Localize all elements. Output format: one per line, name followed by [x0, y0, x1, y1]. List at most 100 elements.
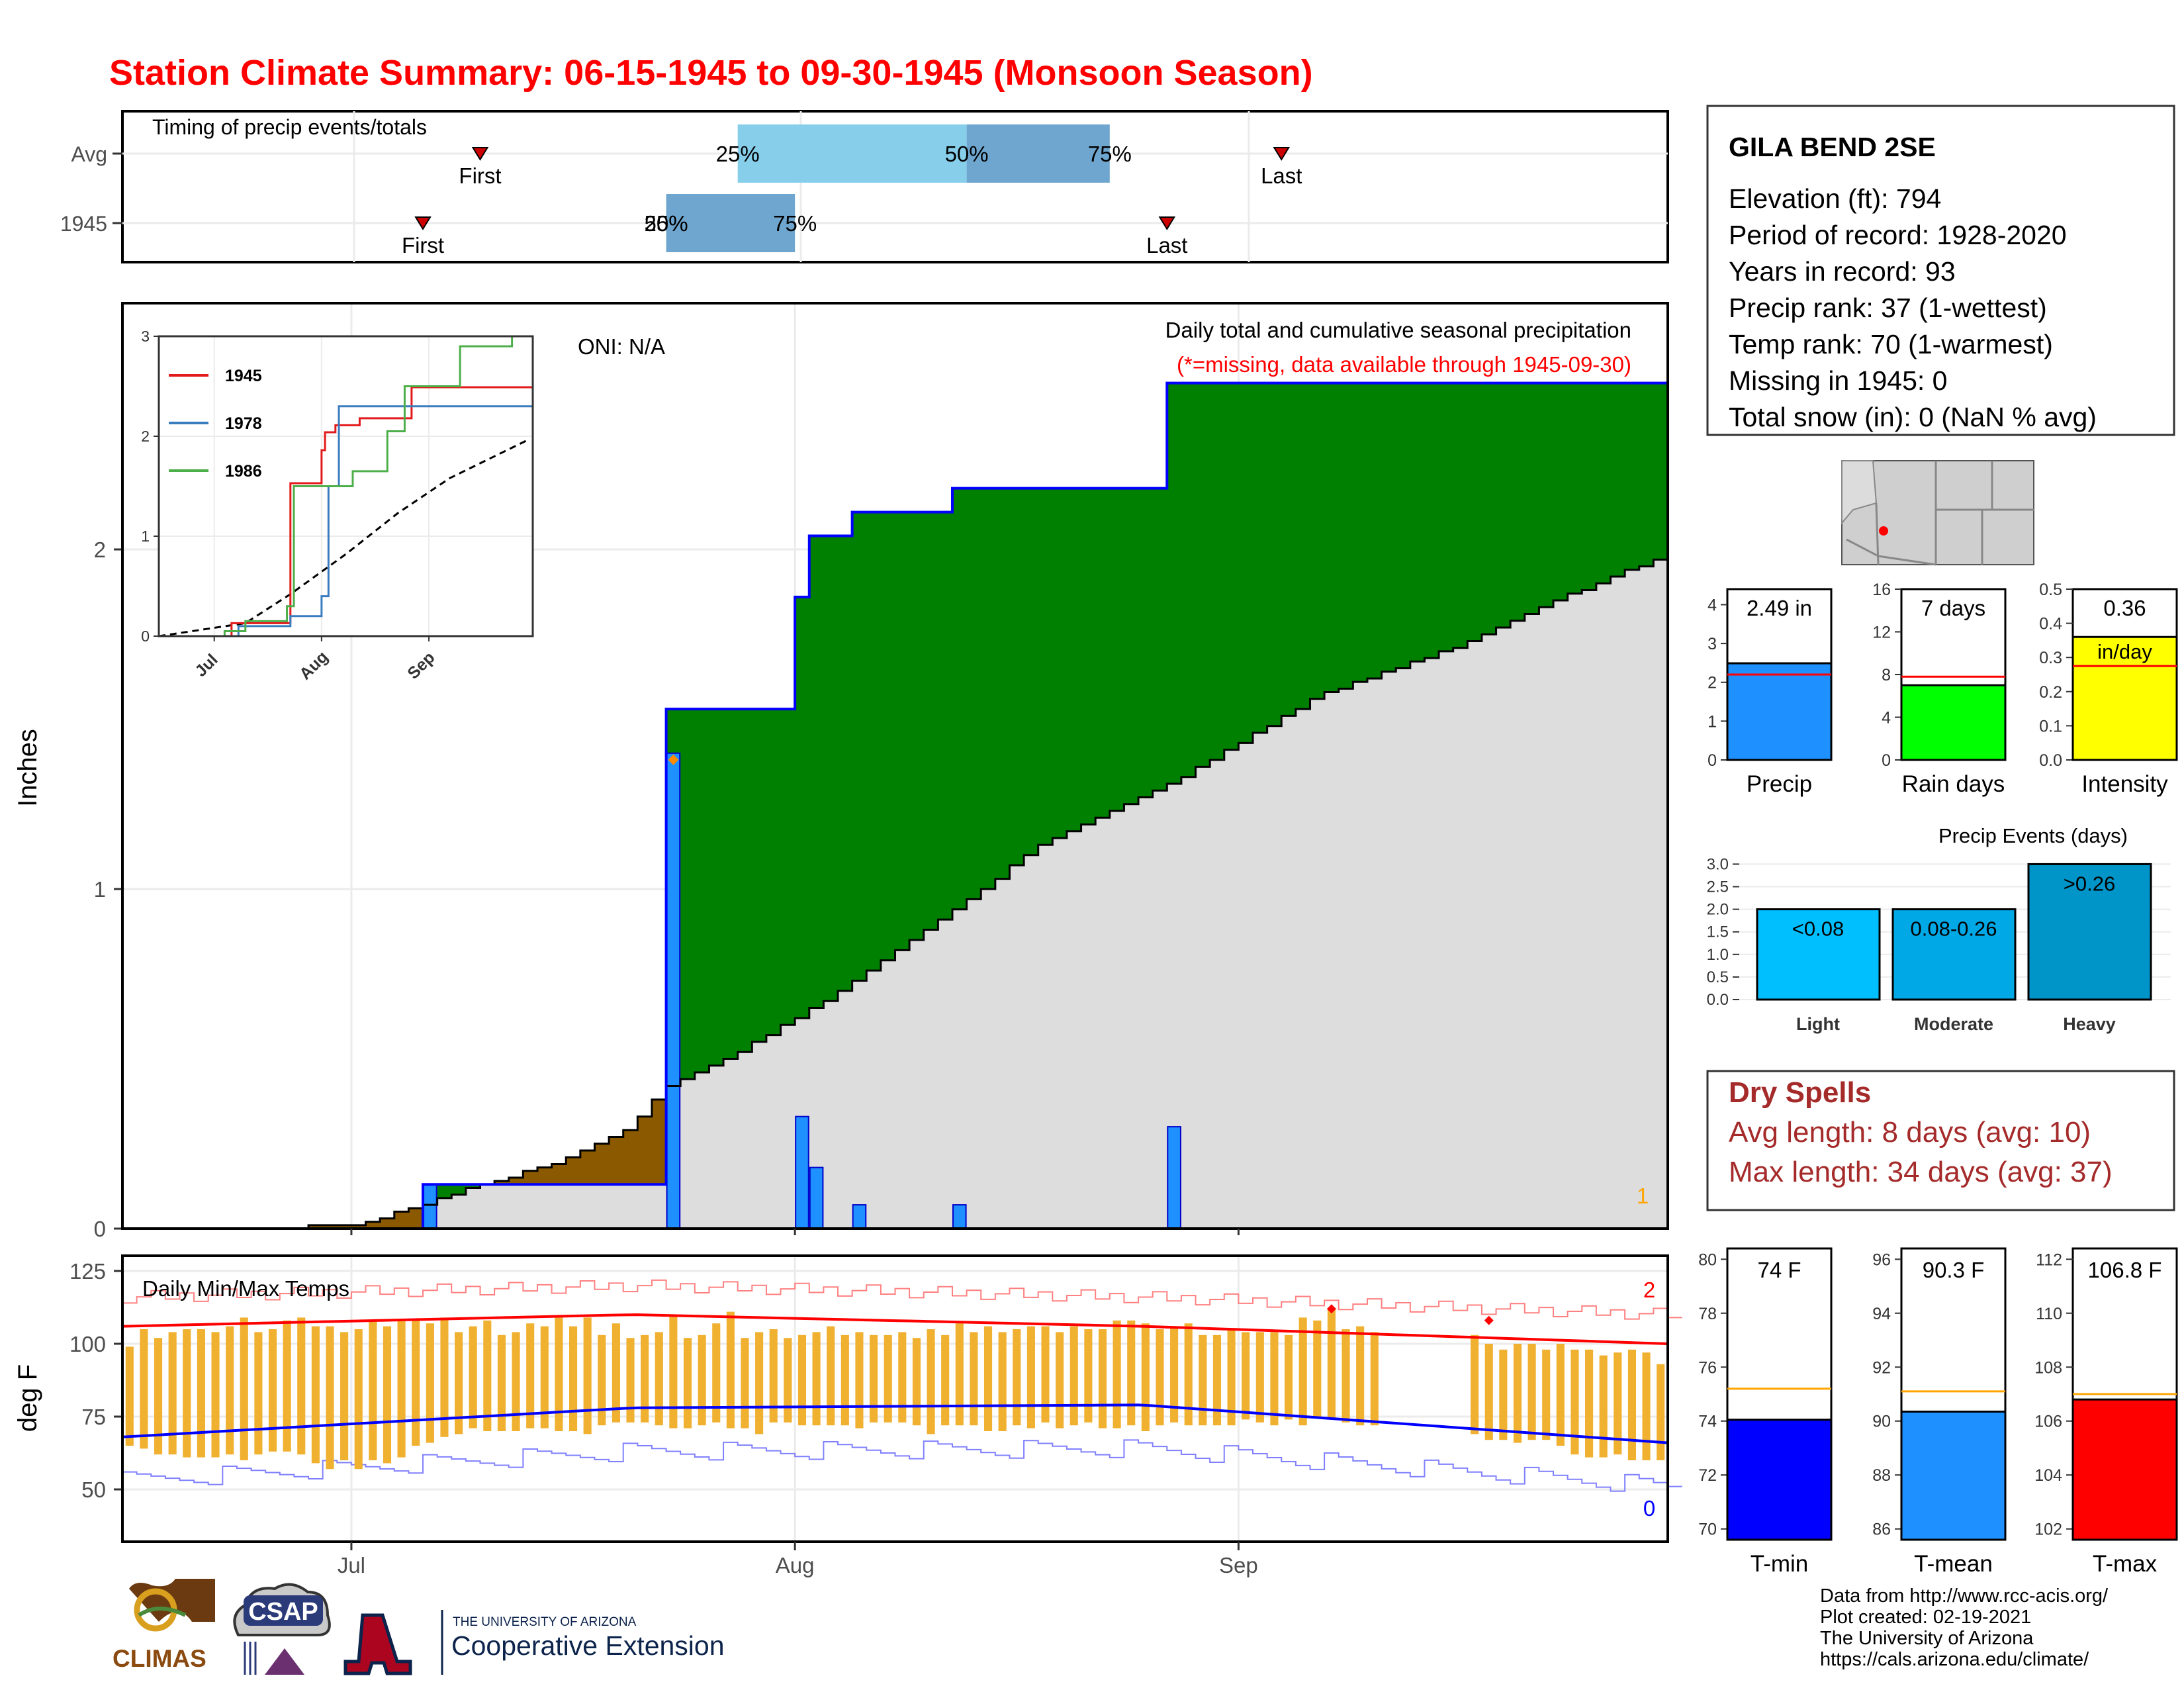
daily-temp-range-bar: [1471, 1335, 1479, 1434]
events-tick-label: 3.0: [1707, 855, 1729, 873]
temp-y-axis-label: deg F: [13, 1364, 42, 1432]
temp-bar-value: 74 F: [1757, 1258, 1801, 1282]
timing-p50-label: 50%: [645, 211, 688, 236]
daily-precip-bar: [952, 1204, 967, 1229]
csap-wordmark: CSAP: [248, 1598, 318, 1626]
daily-temp-range-bar: [1313, 1320, 1322, 1417]
temp-bar-tick-label: 76: [1698, 1358, 1717, 1377]
daily-temp-range-bar: [1270, 1332, 1279, 1426]
above-average-fill: [1539, 383, 1554, 608]
daily-temp-range-bar: [1170, 1326, 1179, 1423]
daily-temp-range-bar: [283, 1320, 291, 1452]
events-tick-label: 0.0: [1707, 991, 1729, 1009]
daily-temp-range-bar: [726, 1311, 735, 1429]
above-average-fill: [766, 709, 782, 1035]
station-info-line: Period of record: 1928-2020: [1729, 220, 2067, 250]
temp-y-tick-label: 125: [69, 1259, 106, 1284]
below-average-fill: [322, 1225, 338, 1229]
daily-temp-range-bar: [626, 1338, 635, 1423]
temp-bar-label: T-max: [2093, 1551, 2158, 1577]
above-average-fill: [1210, 383, 1225, 761]
summary-bar-tick-label: 4: [1882, 709, 1891, 727]
daily-temp-range-bar: [412, 1320, 420, 1446]
daily-temp-range-bar: [941, 1335, 950, 1426]
temp-y-tick-label: 75: [81, 1405, 106, 1429]
above-average-fill: [1038, 488, 1053, 845]
daily-temp-range-bar: [369, 1320, 377, 1460]
above-average-fill: [723, 709, 739, 1059]
summary-bar-tick-label: 0.0: [2039, 751, 2062, 770]
below-average-fill: [351, 1225, 367, 1229]
events-tick-label: 1.5: [1707, 923, 1729, 941]
daily-temp-range-bar: [383, 1326, 392, 1464]
timing-p75-label: 75%: [1088, 142, 1132, 166]
above-average-fill: [1467, 383, 1482, 641]
logos: CLIMAS CSAP THE UNIVERSITY OF ARIZONA Co…: [113, 1579, 725, 1675]
daily-temp-range-bar: [1255, 1332, 1264, 1423]
above-average-fill: [1381, 383, 1396, 672]
record-min-temp-line: [122, 1439, 1682, 1492]
precip-event-label: Moderate: [1914, 1014, 1993, 1034]
location-map: [1841, 460, 2034, 566]
temp-bar-tick-label: 94: [1872, 1305, 1891, 1323]
daily-temp-range-bar: [698, 1335, 706, 1426]
summary-bar-tick-label: 0: [1882, 751, 1891, 770]
timing-quartile-50-75: [966, 124, 1110, 183]
university-of-arizona-logo: THE UNIVERSITY OF ARIZONA Cooperative Ex…: [343, 1610, 725, 1675]
above-average-fill: [1596, 383, 1612, 584]
station-info-line: Elevation (ft): 794: [1729, 183, 1941, 214]
daily-temp-range-bar: [497, 1335, 506, 1431]
ua-small-text: THE UNIVERSITY OF ARIZONA: [453, 1615, 637, 1629]
inset-legend-label: 1986: [225, 462, 262, 481]
below-average-fill: [594, 1143, 610, 1185]
daily-temp-range-bar: [683, 1338, 692, 1429]
daily-temp-range-bar: [712, 1323, 721, 1423]
station-name: GILA BEND 2SE: [1729, 132, 1936, 162]
above-average-fill: [1310, 383, 1325, 699]
daily-temp-range-bar: [769, 1329, 778, 1423]
inset-y-tick-label: 1: [141, 528, 150, 545]
above-average-fill: [1625, 383, 1640, 570]
summary-bar-tick-label: 12: [1872, 624, 1891, 642]
timing-row-label-avg: Avg: [71, 142, 107, 166]
tmax-missing-count: 2: [1643, 1278, 1655, 1302]
missing-count: 1: [1637, 1184, 1649, 1208]
above-average-fill: [694, 709, 710, 1073]
precip-event-bar-heavy: [2027, 863, 2152, 1001]
summary-bar-tick-label: 3: [1707, 635, 1717, 653]
daily-temp-range-bar: [1227, 1329, 1236, 1426]
precip-y-tick-label: 1: [94, 877, 106, 902]
timing-panel: Timing of precip events/totals Avg 1945 …: [60, 110, 1669, 263]
daily-temp-range-bar: [841, 1335, 849, 1426]
above-average-fill: [1653, 383, 1668, 560]
inset-series-line-1945: [159, 386, 533, 637]
daily-temp-range-bar: [1570, 1349, 1579, 1455]
above-average-fill: [995, 488, 1011, 879]
daily-temp-range-bar: [555, 1317, 563, 1431]
summary-bar-tick-label: 0.4: [2039, 615, 2062, 633]
temp-bar-tick-label: 86: [1872, 1521, 1891, 1539]
climas-logo: CLIMAS: [113, 1579, 215, 1672]
station-info-line: Temp rank: 70 (1-warmest): [1729, 329, 2053, 359]
above-average-fill: [1138, 488, 1154, 798]
dry-spells-max-length: Max length: 34 days (avg: 37): [1729, 1156, 2113, 1188]
daily-temp-range-bar: [1298, 1317, 1307, 1426]
daily-precip-bar: [852, 1204, 867, 1229]
above-average-fill: [981, 488, 996, 889]
daily-temp-range-bar: [540, 1326, 549, 1429]
above-average-fill: [1095, 488, 1111, 818]
above-average-fill: [1109, 488, 1125, 812]
above-average-fill: [737, 709, 752, 1053]
below-average-fill: [523, 1170, 538, 1185]
below-average-fill: [508, 1178, 523, 1185]
daily-temp-range-bar: [583, 1317, 592, 1434]
above-average-fill: [1267, 383, 1282, 726]
dry-spells-avg-length: Avg length: 8 days (avg: 10): [1729, 1116, 2091, 1149]
above-average-fill: [952, 488, 968, 910]
avg-cumulative-line: [122, 558, 1668, 1230]
above-average-fill: [1496, 383, 1511, 628]
summary-bar-tick-label: 1: [1707, 712, 1717, 731]
daily-temp-range-bar: [1013, 1329, 1021, 1426]
x-axis-tick-label: Jul: [338, 1553, 365, 1577]
